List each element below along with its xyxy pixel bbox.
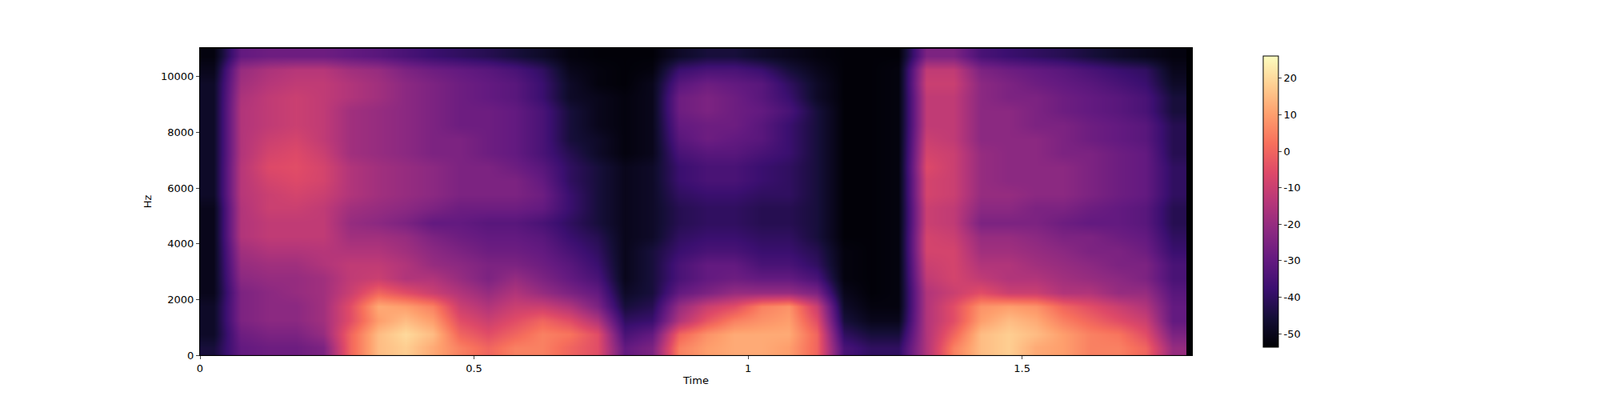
svg-text:2000: 2000 bbox=[167, 293, 194, 306]
svg-text:-10: -10 bbox=[1284, 181, 1301, 194]
svg-text:4000: 4000 bbox=[167, 237, 194, 250]
svg-text:0: 0 bbox=[196, 362, 204, 375]
svg-text:10000: 10000 bbox=[160, 70, 194, 83]
svg-text:-20: -20 bbox=[1284, 218, 1301, 231]
svg-text:0: 0 bbox=[1284, 145, 1291, 158]
svg-text:0.5: 0.5 bbox=[465, 362, 483, 375]
svg-text:Time: Time bbox=[682, 374, 709, 387]
svg-text:Hz: Hz bbox=[141, 195, 154, 209]
svg-text:1.5: 1.5 bbox=[1013, 362, 1031, 375]
svg-text:-40: -40 bbox=[1284, 291, 1301, 304]
svg-text:-30: -30 bbox=[1284, 254, 1301, 267]
svg-text:20: 20 bbox=[1284, 72, 1298, 84]
svg-text:1: 1 bbox=[744, 362, 752, 375]
svg-text:6000: 6000 bbox=[167, 182, 194, 195]
svg-text:-50: -50 bbox=[1284, 328, 1301, 340]
svg-text:8000: 8000 bbox=[167, 126, 194, 139]
svg-text:0: 0 bbox=[187, 349, 194, 362]
svg-text:10: 10 bbox=[1284, 108, 1298, 121]
